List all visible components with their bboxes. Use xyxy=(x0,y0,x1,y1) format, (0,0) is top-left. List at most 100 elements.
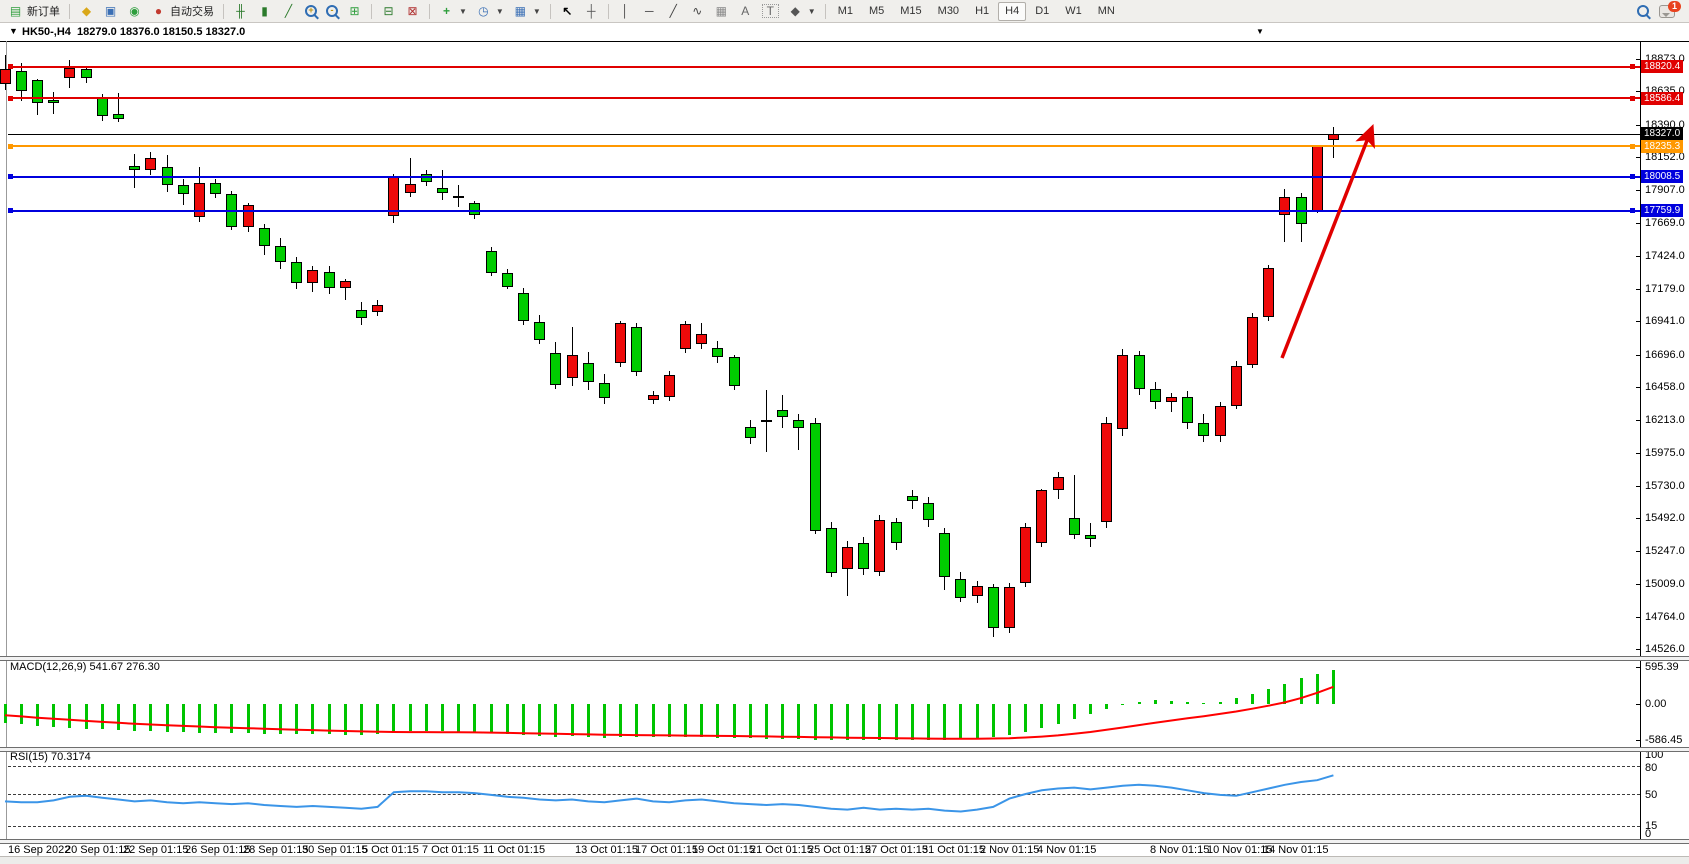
grid-tool-button[interactable]: ▦ xyxy=(710,2,733,21)
price-tick-label: 15492.0 xyxy=(1645,512,1685,525)
timeframe-button-m1[interactable]: M1 xyxy=(837,4,853,17)
macd-histogram-bar xyxy=(829,704,833,741)
line-handle[interactable] xyxy=(8,208,13,214)
separator xyxy=(607,3,609,19)
timeframe-button-w1[interactable]: W1 xyxy=(1065,4,1082,17)
notifications-icon[interactable]: 1 xyxy=(1659,0,1681,18)
chart-title: HK50-,H4 18279.0 18376.0 18150.5 18327.0 xyxy=(22,26,245,38)
macd-histogram-bar xyxy=(230,704,234,734)
macd-histogram-bar xyxy=(278,704,282,734)
macd-pane-divider[interactable] xyxy=(0,656,1689,661)
macd-histogram-bar xyxy=(1283,683,1287,704)
rsi-axis-label: 15 xyxy=(1645,820,1658,832)
timeframe-button-m5[interactable]: M5 xyxy=(868,4,885,17)
label-tool-button[interactable]: T xyxy=(758,2,783,21)
templates-button[interactable]: ▦ ▼ xyxy=(509,2,545,21)
zoom-in-button[interactable]: + xyxy=(301,2,321,21)
line-handle[interactable] xyxy=(8,143,13,149)
price-axis-line xyxy=(1640,41,1641,840)
cursor-tool-button[interactable]: ↖ xyxy=(556,2,579,21)
price-level-line-18008.5[interactable] xyxy=(8,175,1640,178)
line-handle[interactable] xyxy=(1630,64,1635,70)
line-handle[interactable] xyxy=(1630,143,1635,149)
horizontal-line-tool-button[interactable]: ─ xyxy=(638,2,661,21)
price-tick-mark xyxy=(1636,156,1640,158)
candle xyxy=(858,543,870,569)
candle xyxy=(177,184,189,195)
macd-histogram-bar xyxy=(1218,701,1222,704)
timeframe-button-m30[interactable]: M30 xyxy=(937,4,960,17)
chart-shift-marker[interactable]: ▼ xyxy=(1256,27,1264,36)
rsi-pane-divider[interactable] xyxy=(0,747,1689,752)
candle xyxy=(1149,388,1161,403)
timeframe-button-h4[interactable]: H4 xyxy=(998,1,1027,21)
zoom-out-button[interactable]: - xyxy=(322,2,342,21)
price-tick-label: 15009.0 xyxy=(1645,577,1685,590)
horizontal-line-icon: ─ xyxy=(645,3,654,18)
market-watch-button[interactable]: ▣ xyxy=(99,2,122,21)
auto-trading-button[interactable]: ● 自动交易 xyxy=(147,2,218,21)
candle xyxy=(971,586,983,597)
candle xyxy=(663,375,675,397)
line-handle[interactable] xyxy=(1630,208,1635,214)
line-handle[interactable] xyxy=(1630,95,1635,101)
price-level-line-18235.3[interactable] xyxy=(8,145,1640,148)
price-tick-mark xyxy=(1636,551,1640,553)
line-handle[interactable] xyxy=(8,174,13,180)
macd-histogram-bar xyxy=(457,704,461,732)
shapes-tool-button[interactable]: ◆ ▼ xyxy=(784,2,820,21)
price-level-badge: 18008.5 xyxy=(1641,170,1684,184)
bar-chart-button[interactable]: ╫ xyxy=(229,2,252,21)
vertical-line-tool-button[interactable]: │ xyxy=(614,2,637,21)
candlestick-chart-button[interactable]: ▮ xyxy=(253,2,276,21)
chart-shift-button[interactable]: ⊠ xyxy=(401,2,424,21)
tile-windows-button[interactable]: ⊞ xyxy=(343,2,366,21)
candle-wick xyxy=(1073,475,1075,540)
timeframe-button-mn[interactable]: MN xyxy=(1097,4,1115,17)
timeframe-button-h1[interactable]: H1 xyxy=(975,4,990,17)
periods-button[interactable]: ◷ ▼ xyxy=(472,2,508,21)
price-tick-label: 18152.0 xyxy=(1645,150,1685,163)
price-level-line-18820.4[interactable] xyxy=(8,65,1640,68)
price-level-line-17759.9[interactable] xyxy=(8,209,1640,212)
macd-histogram-bar xyxy=(1153,700,1157,704)
macd-histogram-bar xyxy=(910,704,914,741)
candle-wick xyxy=(1170,392,1172,412)
macd-histogram-bar xyxy=(1331,670,1335,704)
line-handle[interactable] xyxy=(1630,174,1635,180)
rsi-axis-label: 100 xyxy=(1645,749,1664,761)
price-tick-label: 16458.0 xyxy=(1645,381,1685,393)
text-tool-button[interactable]: A xyxy=(734,2,757,21)
auto-scroll-button[interactable]: ⊟ xyxy=(377,2,400,21)
search-icon[interactable] xyxy=(1637,5,1649,17)
price-tick-label: 15975.0 xyxy=(1645,446,1685,459)
indicators-button[interactable]: + ▼ xyxy=(435,2,471,21)
timeframe-button-m15[interactable]: M15 xyxy=(900,4,922,17)
candle xyxy=(1020,527,1032,583)
candle xyxy=(534,322,546,340)
line-handle[interactable] xyxy=(8,64,13,70)
macd-histogram-bar xyxy=(343,704,347,735)
line-chart-button[interactable]: ╱ xyxy=(277,2,300,21)
chart-dropdown-icon[interactable]: ▼ xyxy=(9,26,18,36)
macd-histogram-bar xyxy=(1088,704,1092,714)
macd-histogram-bar xyxy=(327,704,331,735)
trendline-tool-button[interactable]: ╱ xyxy=(662,2,685,21)
timeframe-button-d1[interactable]: D1 xyxy=(1035,4,1050,17)
time-axis-label: 5 Oct 01:15 xyxy=(362,844,419,856)
price-tick-mark xyxy=(1636,91,1640,93)
cursor-icon: ↖ xyxy=(562,3,573,18)
tip-button[interactable]: ◆ xyxy=(75,2,98,21)
signals-icon: ◉ xyxy=(129,3,140,18)
macd-tick-mark xyxy=(1636,739,1640,741)
trend-arrow-annotation[interactable] xyxy=(1280,123,1375,359)
macd-histogram-bar xyxy=(700,704,704,737)
signals-button[interactable]: ◉ xyxy=(123,2,146,21)
price-level-line-18586.4[interactable] xyxy=(8,97,1640,100)
crosshair-tool-button[interactable]: ┼ xyxy=(580,2,603,21)
line-handle[interactable] xyxy=(8,95,13,101)
fibonacci-tool-button[interactable]: ∿ xyxy=(686,2,709,21)
macd-histogram-bar xyxy=(635,704,639,737)
candle-wick xyxy=(134,153,136,188)
new-order-button[interactable]: ▤ 新订单 xyxy=(4,2,64,21)
